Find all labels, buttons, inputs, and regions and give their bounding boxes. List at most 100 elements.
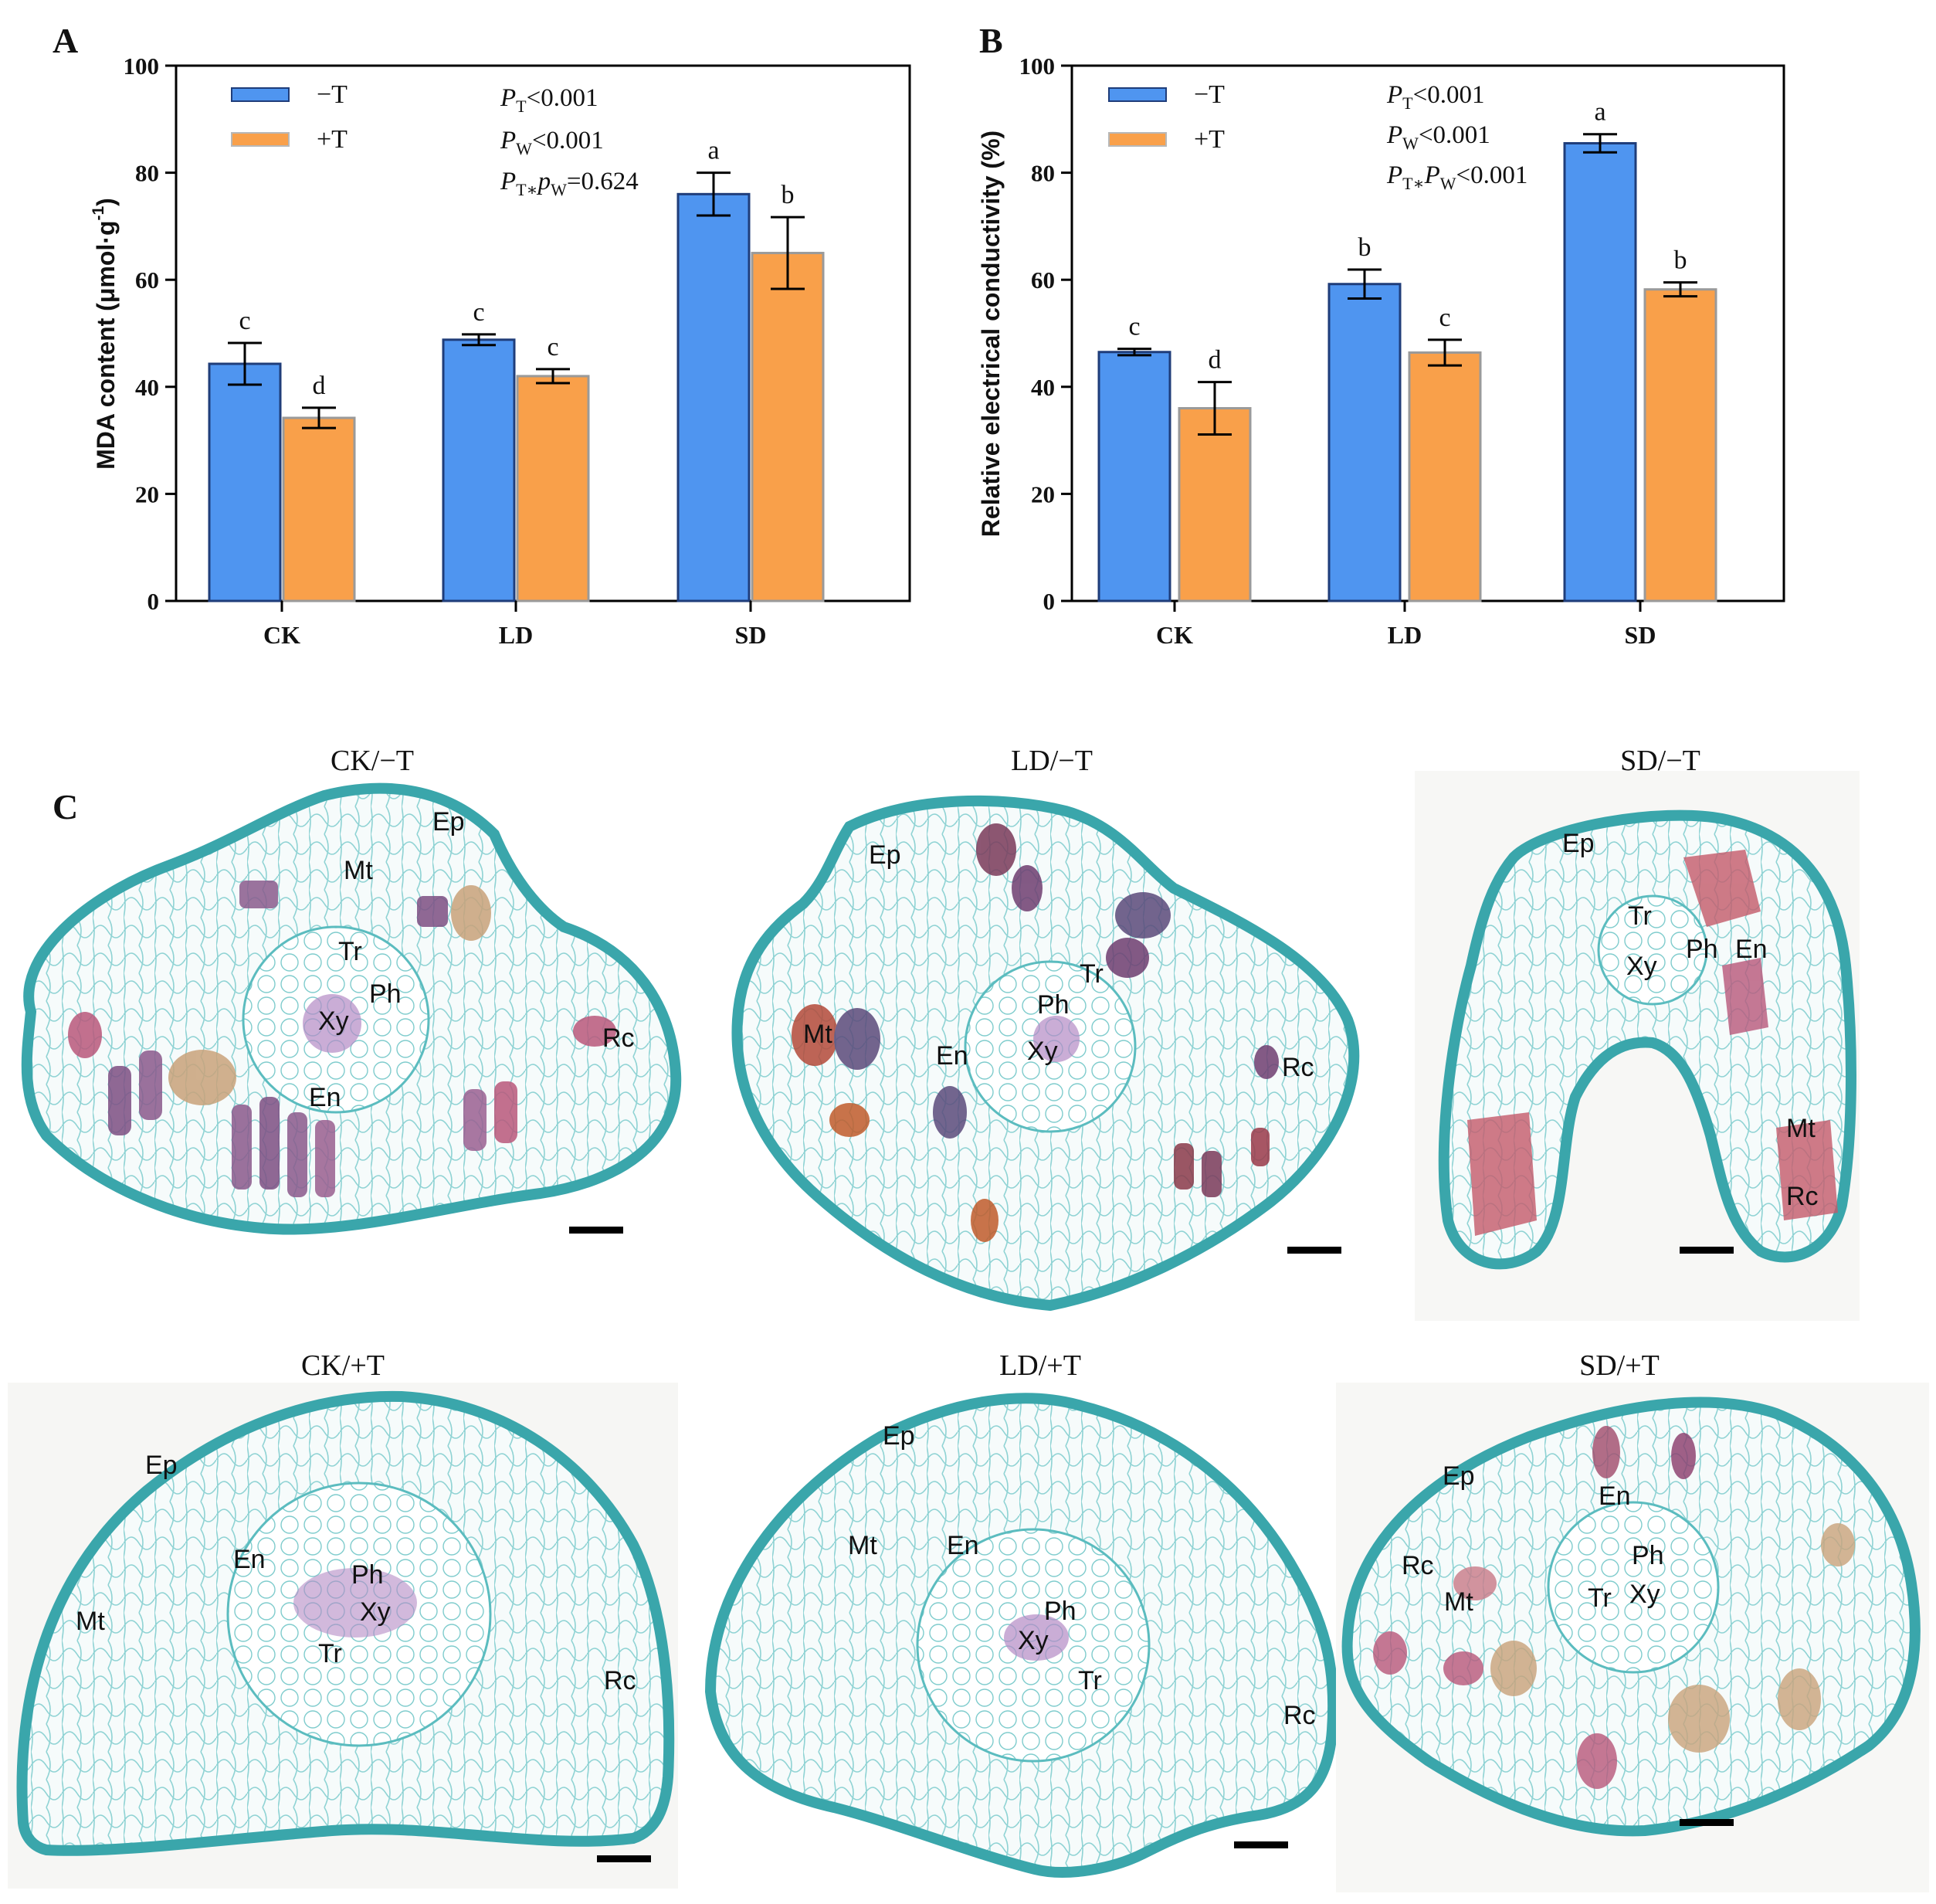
panel-label-b: B xyxy=(979,21,1003,60)
label-en: En xyxy=(309,1083,341,1112)
panel-label-c: C xyxy=(53,787,78,826)
y-tick-label: 80 xyxy=(1031,160,1055,187)
significance-letter: d xyxy=(1209,346,1222,375)
label-tr: Tr xyxy=(1080,959,1104,989)
stat-pt: PT<0.001 xyxy=(1386,81,1485,113)
label-mt: Mt xyxy=(803,1020,832,1049)
mesophyll-cells xyxy=(1373,1426,1855,1789)
chart-a: 0 20 40 60 80 100 c c a d c b CK LD SD −T +T PT<0.00… xyxy=(90,53,911,649)
micrograph-ld-plus-t: LD/+T Ep Mt En Ph Xy Tr Rc xyxy=(704,1349,1339,1878)
category-label: CK xyxy=(263,621,300,649)
label-en: En xyxy=(936,1041,968,1071)
vascular-bundle xyxy=(1547,1501,1720,1674)
micrograph-sd-plus-t: SD/+T Ep En Rc Mt Ph Tr Xy xyxy=(1336,1349,1929,1892)
bar xyxy=(751,252,825,602)
bar xyxy=(442,338,516,602)
label-rc: Rc xyxy=(602,1023,635,1053)
legend-label-plus-t: +T xyxy=(317,125,348,154)
significance-letter: b xyxy=(782,181,795,209)
stat-ptw: PT∗PW<0.001 xyxy=(1386,161,1527,193)
bar xyxy=(516,375,590,602)
legend-swatch-minus-t xyxy=(1108,87,1167,102)
y-tick-label: 40 xyxy=(1031,374,1055,401)
label-en: En xyxy=(1735,935,1768,964)
x-axis: CK LD SD xyxy=(1156,601,1656,649)
bar xyxy=(208,362,282,602)
y-axis: 0 20 40 60 80 100 xyxy=(1019,53,1072,615)
label-rc: Rc xyxy=(1283,1701,1316,1730)
significance-letter: a xyxy=(1594,98,1605,127)
label-ph: Ph xyxy=(1044,1597,1076,1626)
label-mt: Mt xyxy=(344,856,373,885)
significance-letter: b xyxy=(1674,246,1687,275)
panel-label-a: A xyxy=(53,21,78,60)
chart-b: 0 20 40 60 80 100 c b a d c b CK LD SD −T +T PT<0.00… xyxy=(977,53,1785,649)
bar xyxy=(282,416,356,602)
label-mt: Mt xyxy=(848,1531,877,1560)
scale-bar xyxy=(569,1227,623,1234)
label-mt: Mt xyxy=(1786,1114,1816,1143)
label-xy: Xy xyxy=(1018,1626,1049,1655)
y-tick-label: 0 xyxy=(1043,588,1056,615)
label-xy: Xy xyxy=(318,1006,349,1036)
scale-bar xyxy=(597,1855,651,1862)
scale-bar xyxy=(1680,1819,1734,1826)
label-ph: Ph xyxy=(351,1560,384,1590)
category-label: LD xyxy=(499,621,533,649)
label-ep: Ep xyxy=(1443,1461,1475,1491)
micrograph-ck-plus-t: CK/+T Ep En Ph Xy Mt Tr Rc xyxy=(8,1349,678,1889)
label-xy: Xy xyxy=(1626,952,1657,981)
micrograph-title: LD/+T xyxy=(999,1349,1081,1382)
scale-bar xyxy=(1680,1247,1734,1254)
category-label: LD xyxy=(1388,621,1422,649)
label-ph: Ph xyxy=(1686,935,1718,964)
mesophyll-cells xyxy=(792,823,1279,1242)
label-en: En xyxy=(1599,1481,1631,1511)
micrograph-ld-minus-t: LD/−T Ep Mt Tr Ph En Xy Rc xyxy=(731,745,1360,1312)
label-rc: Rc xyxy=(1402,1551,1434,1580)
label-ep: Ep xyxy=(869,840,901,870)
xylem xyxy=(1004,1614,1069,1661)
label-ph: Ph xyxy=(369,979,402,1009)
legend-label-minus-t: −T xyxy=(1194,80,1225,109)
significance-letter: a xyxy=(707,137,719,165)
xylem xyxy=(303,994,361,1053)
y-tick-label: 20 xyxy=(1031,480,1055,507)
category-label: CK xyxy=(1156,621,1193,649)
xylem xyxy=(293,1568,417,1638)
label-en: En xyxy=(947,1531,979,1560)
label-xy: Xy xyxy=(1629,1580,1660,1609)
y-tick-label: 40 xyxy=(135,374,159,401)
legend-label-plus-t: +T xyxy=(1194,125,1225,154)
bar xyxy=(1097,351,1171,602)
stat-pw: PW<0.001 xyxy=(500,127,604,158)
label-ph: Ph xyxy=(1037,990,1070,1020)
legend-swatch-minus-t xyxy=(231,87,290,102)
legend-swatch-plus-t xyxy=(231,132,290,147)
micrograph-title: CK/+T xyxy=(301,1349,385,1382)
label-en: En xyxy=(233,1545,266,1574)
scale-bar xyxy=(1234,1841,1288,1848)
bar xyxy=(1643,288,1717,602)
label-mt: Mt xyxy=(1444,1587,1473,1617)
micrograph-title: CK/−T xyxy=(331,745,414,777)
label-tr: Tr xyxy=(1588,1583,1612,1613)
mesophyll-cells xyxy=(1467,850,1838,1236)
label-xy: Xy xyxy=(1027,1037,1058,1066)
scale-bar xyxy=(1287,1247,1341,1254)
significance-letter: c xyxy=(1439,304,1450,332)
tissue-section xyxy=(1438,809,1856,1270)
y-tick-label: 60 xyxy=(135,266,159,294)
micrograph-title: LD/−T xyxy=(1011,745,1093,777)
legend-swatch-plus-t xyxy=(1108,132,1167,147)
significance-letter: d xyxy=(313,372,326,400)
label-tr: Tr xyxy=(318,1639,342,1668)
stat-pt: PT<0.001 xyxy=(500,84,598,116)
label-tr: Tr xyxy=(1078,1666,1102,1695)
y-tick-label: 100 xyxy=(1019,53,1056,80)
bar-group: c c a d c b xyxy=(208,137,825,602)
legend-label-minus-t: −T xyxy=(317,80,348,109)
bar-group: c b a d c b xyxy=(1097,98,1717,602)
stat-ptw: PT∗pW=0.624 xyxy=(500,168,639,199)
